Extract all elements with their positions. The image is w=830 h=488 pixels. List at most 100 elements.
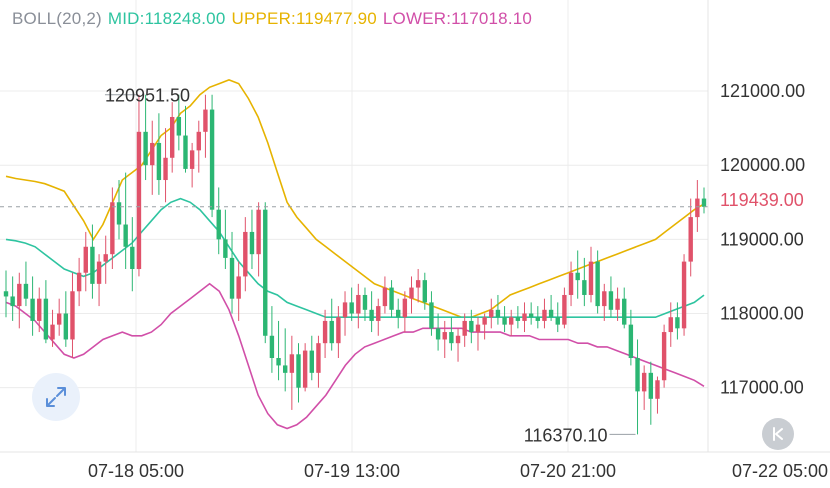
- candle-body: [495, 309, 501, 318]
- candle-body: [123, 224, 128, 247]
- candle-body: [489, 309, 494, 318]
- candle-body: [176, 116, 182, 136]
- candle-body: [296, 354, 301, 388]
- candle-body: [628, 324, 634, 359]
- expand-button[interactable]: [32, 373, 80, 421]
- chart-grid: [0, 0, 708, 452]
- candle-body: [509, 317, 514, 325]
- bollinger-bands: [5, 79, 705, 430]
- candle-body: [362, 294, 368, 310]
- candle-body: [402, 298, 408, 318]
- candle-body: [622, 298, 627, 325]
- candle-body: [455, 335, 461, 344]
- candle-body: [528, 313, 534, 318]
- candle-body: [469, 320, 474, 333]
- lower-band-line: [5, 282, 705, 430]
- candle-body: [542, 309, 547, 321]
- candle-body: [349, 302, 354, 314]
- candle-body: [150, 142, 155, 166]
- collapse-icon: [773, 427, 783, 441]
- candle-body: [396, 309, 401, 318]
- candle-body: [695, 198, 700, 218]
- candle-body: [56, 313, 62, 325]
- x-tick-label: 07-19 13:00: [304, 461, 400, 481]
- candle-body: [449, 332, 454, 344]
- candle-body: [502, 317, 507, 325]
- y-tick-label: 118000.00: [720, 304, 804, 324]
- candle-body: [382, 287, 388, 307]
- candle-body: [17, 283, 22, 307]
- candle-body: [535, 317, 541, 321]
- candle-body: [263, 209, 268, 336]
- candle-body: [681, 261, 687, 329]
- candle-body: [63, 313, 69, 340]
- candle-body: [688, 217, 693, 262]
- high-price-label: 120951.50: [105, 86, 190, 106]
- candle-body: [515, 317, 521, 321]
- legend-mid: MID:118248.00: [107, 9, 226, 28]
- candle-body: [595, 261, 600, 307]
- candle-body: [156, 142, 162, 181]
- y-tick-label: 120000.00: [720, 155, 805, 175]
- candle-body: [602, 291, 607, 307]
- x-tick-label: 07-22 05:00: [732, 461, 828, 481]
- candle-body: [588, 261, 594, 295]
- candle-body: [276, 358, 281, 366]
- candle-body: [136, 131, 142, 270]
- candle-body: [409, 287, 414, 299]
- candle-body: [562, 294, 567, 325]
- collapse-button[interactable]: [762, 418, 794, 450]
- expand-icon: [46, 387, 66, 407]
- candle-body: [675, 317, 680, 329]
- candle-body: [522, 313, 527, 321]
- candles: [3, 94, 707, 435]
- candle-body: [203, 109, 208, 132]
- candle-body: [342, 302, 348, 318]
- candle-body: [30, 298, 35, 321]
- candle-body: [641, 372, 647, 392]
- candle-body: [661, 332, 667, 381]
- candle-body: [429, 302, 434, 329]
- candle-body: [475, 324, 481, 333]
- candle-body: [37, 298, 42, 321]
- candle-body: [130, 246, 135, 270]
- upper-band-line: [5, 79, 705, 318]
- candle-body: [329, 320, 334, 344]
- candle-body: [23, 283, 29, 299]
- candle-body: [229, 257, 235, 299]
- candle-body: [415, 280, 421, 288]
- candle-body: [76, 272, 82, 292]
- candle-body: [236, 276, 241, 299]
- low-price-label: 116370.10: [524, 425, 608, 445]
- candle-body: [103, 254, 108, 262]
- candle-body: [369, 309, 374, 321]
- candle-body: [548, 309, 554, 318]
- y-tick-label: 119000.00: [720, 229, 804, 249]
- candle-body: [209, 109, 215, 210]
- candle-body: [83, 246, 88, 273]
- candle-body: [3, 291, 9, 297]
- candle-body: [110, 202, 115, 255]
- candle-body: [608, 291, 614, 310]
- candle-body: [336, 317, 341, 344]
- mid-band-line: [5, 197, 705, 318]
- candle-body: [701, 198, 707, 207]
- x-tick-label: 07-20 21:00: [520, 461, 616, 481]
- candle-body: [223, 239, 228, 258]
- candle-body: [582, 280, 587, 295]
- candle-body: [256, 209, 261, 255]
- candle-body: [269, 335, 275, 359]
- candle-body: [462, 320, 467, 336]
- candle-body: [289, 354, 295, 373]
- candle-body: [216, 209, 221, 240]
- indicator-legend: BOLL(20,2) MID:118248.00 UPPER:119477.90 LO…: [12, 9, 538, 29]
- current-price-label: 119439.00: [712, 186, 830, 214]
- candle-body: [143, 131, 148, 166]
- y-tick-label: 121000.00: [720, 81, 805, 101]
- candle-body: [10, 296, 15, 307]
- candle-body: [668, 317, 673, 333]
- candle-body: [615, 298, 620, 310]
- legend-indicator: BOLL(20,2): [12, 9, 102, 28]
